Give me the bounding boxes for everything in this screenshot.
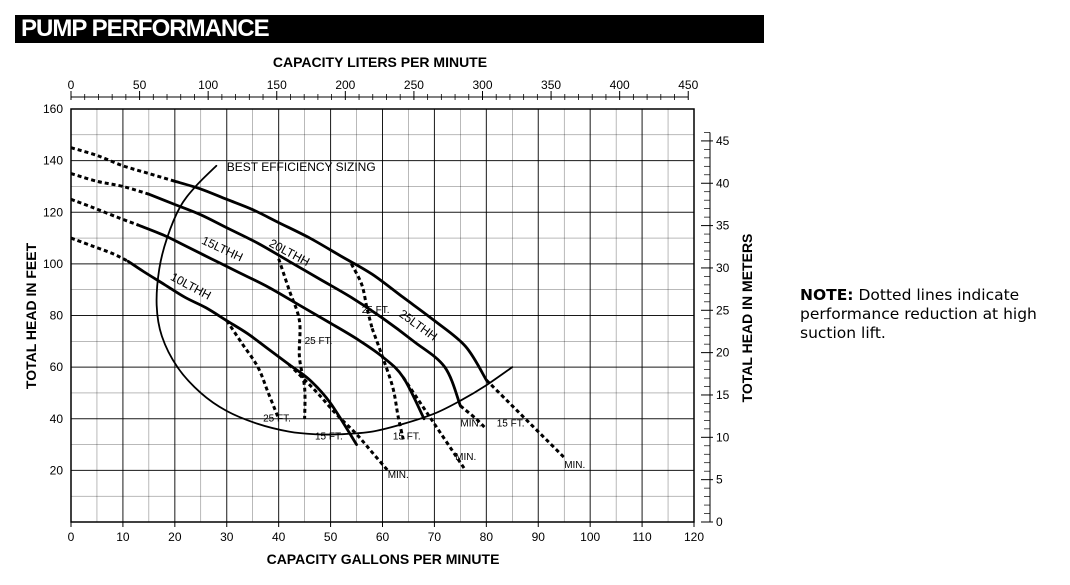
note-text: Dotted lines indicate performance reduct… — [800, 286, 1037, 342]
x-axis-title: CAPACITY GALLONS PER MINUTE — [267, 551, 500, 567]
curve-10lthh-high-lift — [70, 236, 129, 263]
y-tick-label: 20 — [50, 463, 64, 477]
x-tick-label: 80 — [480, 530, 494, 544]
x2-tick-label: 150 — [267, 78, 287, 92]
x2-tick-label: 200 — [335, 78, 355, 92]
label-25-ft: 25 FT. — [263, 413, 291, 424]
y-axis-title: TOTAL HEAD IN FEET — [23, 242, 39, 389]
curve-25-ft-left — [225, 319, 281, 420]
y2-tick-label: 25 — [716, 303, 730, 317]
y2-tick-label: 40 — [716, 176, 730, 190]
x2-tick-label: 300 — [472, 78, 492, 92]
y-tick-label: 140 — [43, 154, 63, 168]
x-tick-label: 30 — [220, 530, 234, 544]
label-25-ft: 25 FT. — [362, 305, 390, 316]
curve-20lthh-min — [459, 404, 488, 431]
label-best-efficiency-sizing: BEST EFFICIENCY SIZING — [227, 160, 376, 174]
x2-tick-label: 50 — [133, 78, 147, 92]
title-bar: PUMP PERFORMANCE — [15, 15, 764, 43]
x2-tick-label: 350 — [541, 78, 561, 92]
label-15-ft: 15 FT. — [497, 418, 525, 429]
curve-25-ft-right — [350, 263, 374, 329]
label-min: MIN. — [388, 470, 409, 481]
label-15-ft: 15 FT. — [315, 431, 343, 442]
grid — [71, 109, 694, 522]
label-min: MIN. — [564, 460, 585, 471]
annotations: BEST EFFICIENCY SIZING25LTHH20LTHH15LTHH… — [168, 160, 585, 481]
y2-tick-label: 45 — [716, 134, 730, 148]
x-tick-label: 100 — [580, 530, 600, 544]
axis-ticks: 0 10 20 30 40 50 60 70 80 90 100 110 120204060801001… — [43, 78, 730, 544]
y2-tick-label: 30 — [716, 261, 730, 275]
curve-25lthh — [173, 179, 488, 382]
y-tick-label: 40 — [50, 412, 64, 426]
label-min: MIN. — [455, 452, 476, 463]
x2-tick-label: 400 — [610, 78, 630, 92]
note-label: NOTE: — [800, 286, 854, 304]
curve-15-ft-left — [277, 258, 307, 419]
y2-tick-label: 10 — [716, 430, 730, 444]
curves — [70, 146, 566, 472]
curve-best-efficiency-sizing — [155, 164, 514, 436]
label-min: MIN. — [460, 418, 481, 429]
curve-15-ft-right — [370, 327, 405, 440]
curve-25lthh-min — [485, 378, 566, 459]
y2-tick-label: 15 — [716, 388, 730, 402]
curve-20lthh — [147, 192, 462, 408]
y2-tick-label: 0 — [716, 515, 723, 529]
note: NOTE: Dotted lines indicate performance … — [800, 286, 1060, 343]
chart-title: PUMP PERFORMANCE — [21, 15, 270, 42]
x-tick-label: 50 — [324, 530, 338, 544]
x-tick-label: 60 — [376, 530, 390, 544]
x2-tick-label: 0 — [68, 78, 75, 92]
curve-15lthh-high-lift — [70, 197, 140, 227]
y2-tick-label: 35 — [716, 219, 730, 233]
y-tick-label: 160 — [43, 102, 63, 116]
label-15-ft: 15 FT. — [393, 431, 421, 442]
x-tick-label: 10 — [116, 530, 130, 544]
curve-15lthh — [137, 223, 426, 421]
x2-tick-label: 100 — [198, 78, 218, 92]
y2-tick-label: 5 — [716, 473, 723, 487]
x-tick-label: 40 — [272, 530, 286, 544]
y-tick-label: 100 — [43, 257, 63, 271]
y2-tick-label: 20 — [716, 346, 730, 360]
x-tick-label: 20 — [168, 530, 182, 544]
curve-10lthh — [126, 259, 358, 446]
label-25-ft: 25 FT. — [305, 336, 333, 347]
y-tick-label: 80 — [50, 309, 64, 323]
y2-axis-title: TOTAL HEAD IN METERS — [739, 234, 755, 403]
x2-axis-title: CAPACITY LITERS PER MINUTE — [273, 54, 487, 70]
y-tick-label: 120 — [43, 205, 63, 219]
y-tick-label: 60 — [50, 360, 64, 374]
label-25lthh: 25LTHH — [396, 307, 440, 344]
x-tick-label: 110 — [633, 530, 652, 544]
x-tick-label: 90 — [532, 530, 546, 544]
curve-15lthh-min — [402, 376, 467, 472]
x-tick-label: 120 — [684, 530, 704, 544]
x-tick-label: 0 — [68, 530, 75, 544]
curve-20lthh-high-lift — [70, 172, 150, 196]
x-tick-label: 70 — [428, 530, 442, 544]
x2-tick-label: 250 — [404, 78, 424, 92]
x2-tick-label: 450 — [678, 78, 698, 92]
